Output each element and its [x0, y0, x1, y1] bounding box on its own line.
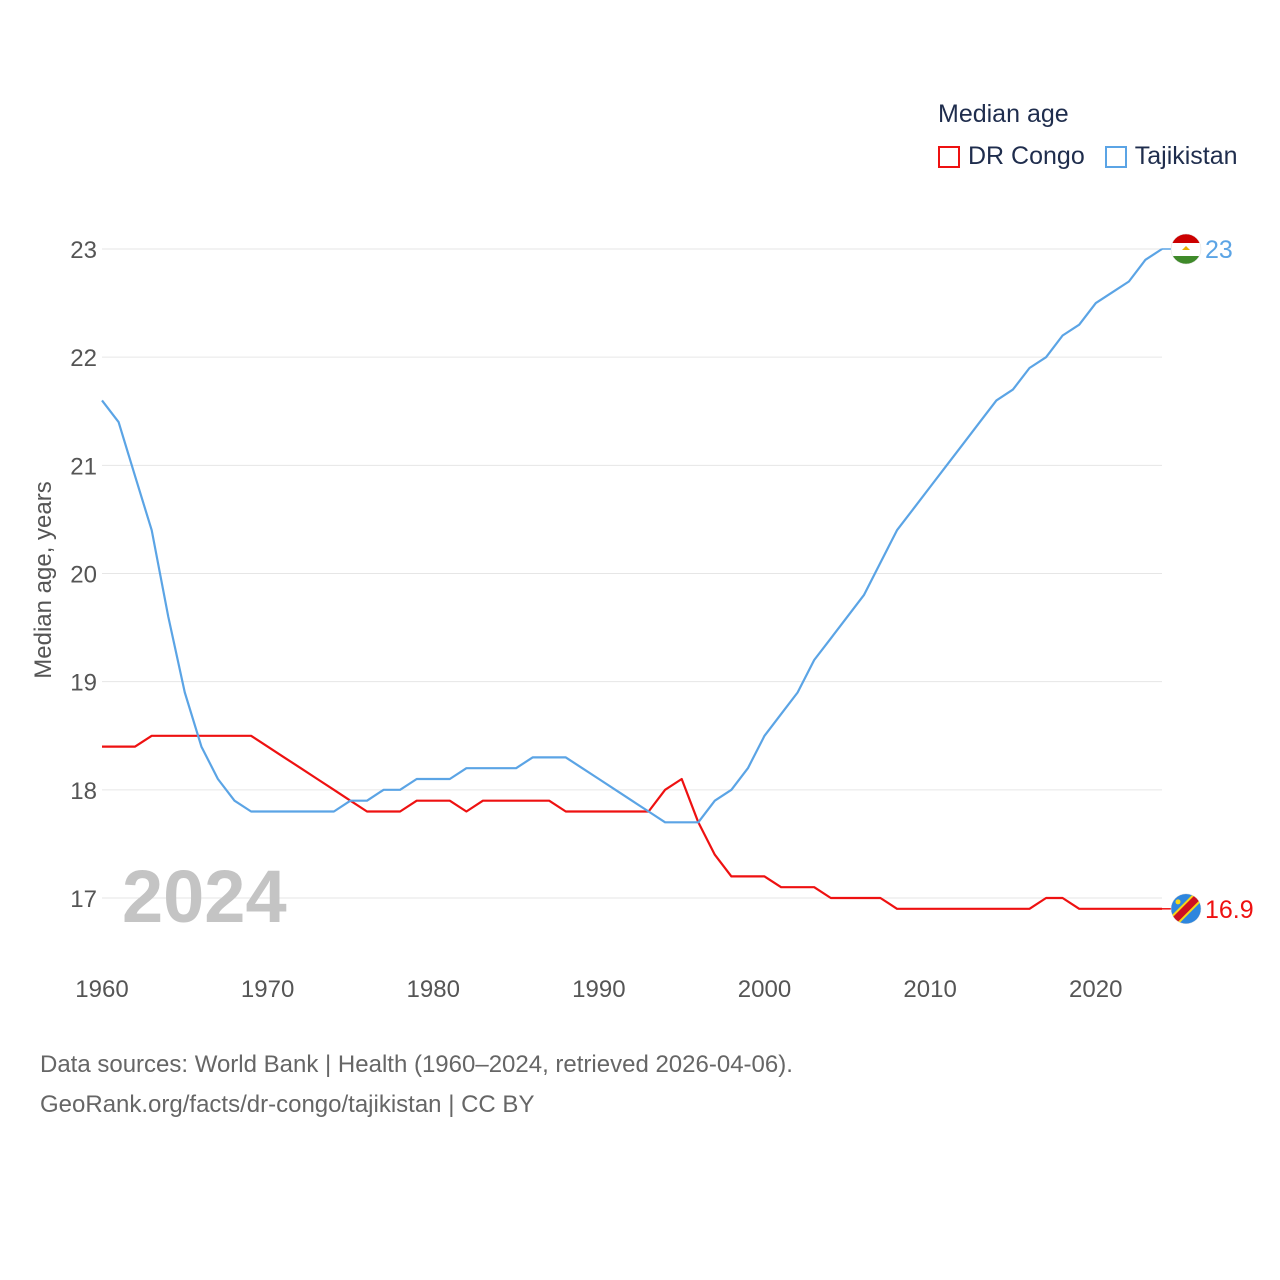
grid-lines [102, 248, 1162, 899]
legend-item-tajikistan[interactable]: Tajikistan [1104, 142, 1238, 171]
legend-title: Median age [938, 100, 1069, 128]
end-value-label-dr-congo: 16.9 [1205, 896, 1254, 924]
x-axis-ticks: 1960 1970 1980 1990 2000 2010 2020 [75, 976, 1122, 1003]
source-note: Data sources: World Bank | Health (1960–… [40, 1045, 793, 1125]
source-line-1: Data sources: World Bank | Health (1960–… [40, 1051, 793, 1078]
y-tick-label: 17 [70, 886, 97, 913]
y-axis-ticks: 17 18 19 20 21 22 23 [70, 237, 97, 913]
tajikistan-flag-icon [1170, 233, 1202, 265]
series-line-dr-congo [102, 734, 1162, 910]
x-tick-label: 1960 [75, 976, 128, 1003]
end-value-label-tajikistan: 23 [1205, 236, 1233, 264]
y-axis-label: Median age, years [30, 481, 57, 678]
legend: DR Congo Tajikistan [938, 142, 1258, 171]
x-tick-label: 1970 [241, 976, 294, 1003]
y-tick-label: 19 [70, 670, 97, 697]
dr-congo-flag-icon [1170, 893, 1202, 925]
y-tick-label: 23 [70, 237, 97, 264]
legend-label-dr-congo: DR Congo [968, 142, 1085, 170]
x-tick-label: 2000 [738, 976, 791, 1003]
legend-swatch-dr-congo [938, 145, 960, 168]
legend-swatch-tajikistan [1104, 145, 1127, 168]
x-tick-label: 2010 [903, 976, 956, 1003]
y-tick-label: 22 [70, 345, 97, 372]
x-tick-label: 1980 [407, 976, 460, 1003]
y-tick-label: 18 [70, 778, 97, 805]
y-tick-label: 20 [70, 562, 97, 589]
x-tick-label: 1990 [572, 976, 625, 1003]
y-tick-label: 21 [70, 453, 97, 480]
legend-item-dr-congo[interactable]: DR Congo [938, 142, 1085, 171]
legend-label-tajikistan: Tajikistan [1134, 142, 1238, 170]
source-line-2: GeoRank.org/facts/dr-congo/tajikistan | … [40, 1091, 535, 1118]
series-lines [101, 248, 1163, 910]
end-markers: 16.9 23 [1162, 233, 1254, 925]
x-tick-label: 2020 [1069, 976, 1122, 1003]
year-watermark: 2024 [122, 855, 287, 938]
series-line-tajikistan [101, 248, 1163, 824]
